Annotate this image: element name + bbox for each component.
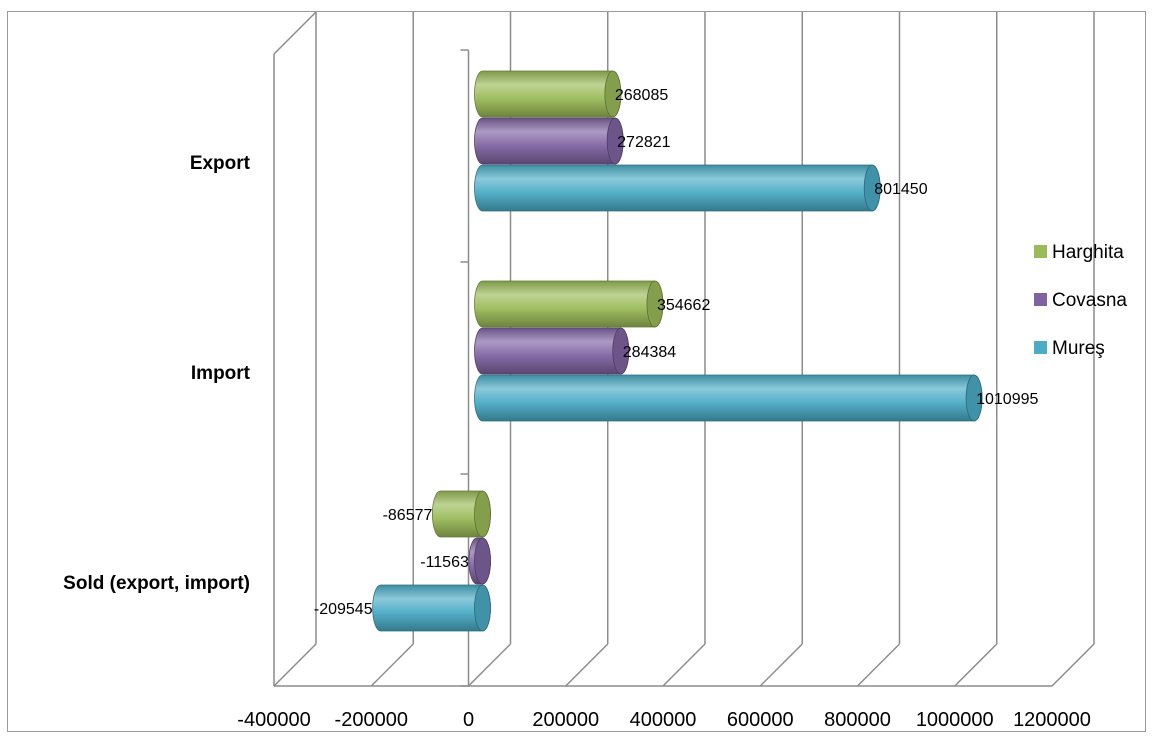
x-tick-label: 0 (463, 709, 474, 731)
category-label: Import (191, 363, 251, 384)
data-labels: 268085 272821 801450 354662 284384 1010995 -86… (314, 87, 1039, 618)
floor-gridline (954, 643, 998, 687)
gridlines (273, 12, 1095, 687)
bar-body (474, 374, 983, 422)
category-label: Export (190, 153, 251, 174)
floor-gridline (370, 643, 414, 687)
x-tick-label: 1000000 (916, 709, 994, 731)
data-label: 284384 (623, 344, 676, 361)
legend: Harghita Covasna Mureş (1034, 242, 1127, 359)
data-label: 1010995 (976, 391, 1038, 408)
data-label: -86577 (383, 507, 433, 524)
data-label: 272821 (617, 134, 670, 151)
bar-cap (646, 280, 664, 328)
bar-body (474, 70, 622, 118)
legend-label: Harghita (1052, 242, 1124, 263)
bar-body (474, 117, 624, 165)
floor-gridline (856, 643, 901, 687)
floor-gridline (565, 643, 609, 687)
data-label: 354662 (657, 297, 710, 314)
legend-swatch (1034, 293, 1047, 306)
x-tick-label: 1200000 (1013, 709, 1091, 731)
bar (468, 537, 491, 585)
floor-gridline (273, 643, 317, 687)
x-tick-label: -200000 (335, 709, 408, 731)
floor-gridline (467, 643, 512, 687)
bar-cap (612, 327, 630, 375)
legend-item: Harghita (1034, 242, 1124, 263)
x-tick-label: 400000 (630, 709, 697, 731)
legend-swatch (1034, 341, 1047, 354)
floor-gridline (662, 643, 706, 687)
legend-item: Covasna (1034, 290, 1127, 311)
bars (372, 70, 983, 632)
data-label: 268085 (615, 87, 668, 104)
bar (474, 374, 983, 422)
bar (474, 164, 881, 212)
bar (474, 70, 622, 118)
bar-cap (606, 117, 624, 165)
bar-body (474, 280, 664, 328)
bar (372, 584, 491, 632)
side-wall-top (273, 11, 317, 55)
bar (474, 280, 664, 328)
bar (474, 327, 630, 375)
bar-cap (965, 374, 983, 422)
bar (474, 117, 624, 165)
bar-cap (474, 584, 491, 632)
bar-body (474, 164, 881, 212)
category-label: Sold (export, import) (63, 573, 250, 594)
floor-gridline (759, 643, 803, 687)
data-label: -11563 (420, 554, 469, 571)
legend-swatch (1034, 245, 1047, 258)
legend-item: Mureş (1034, 338, 1105, 359)
axes: -400000 -200000 0 200000 400000 600000 800000 1… (63, 11, 1091, 731)
bar-cap (863, 164, 881, 212)
data-label: -209545 (314, 601, 373, 618)
bar-cap (474, 490, 491, 538)
x-tick-label: 600000 (727, 709, 794, 731)
legend-label: Mureş (1052, 338, 1105, 359)
bar-cap (474, 537, 491, 585)
bar-body (372, 584, 491, 632)
data-label: 801450 (874, 181, 927, 198)
x-tick-label: 200000 (532, 709, 599, 731)
bar-cap (604, 70, 622, 118)
legend-label: Covasna (1052, 290, 1127, 311)
floor-gridline (1051, 643, 1095, 687)
bar-body (474, 327, 630, 375)
x-tick-label: 800000 (824, 709, 891, 731)
x-tick-label: -400000 (237, 709, 310, 731)
bar (432, 490, 491, 538)
